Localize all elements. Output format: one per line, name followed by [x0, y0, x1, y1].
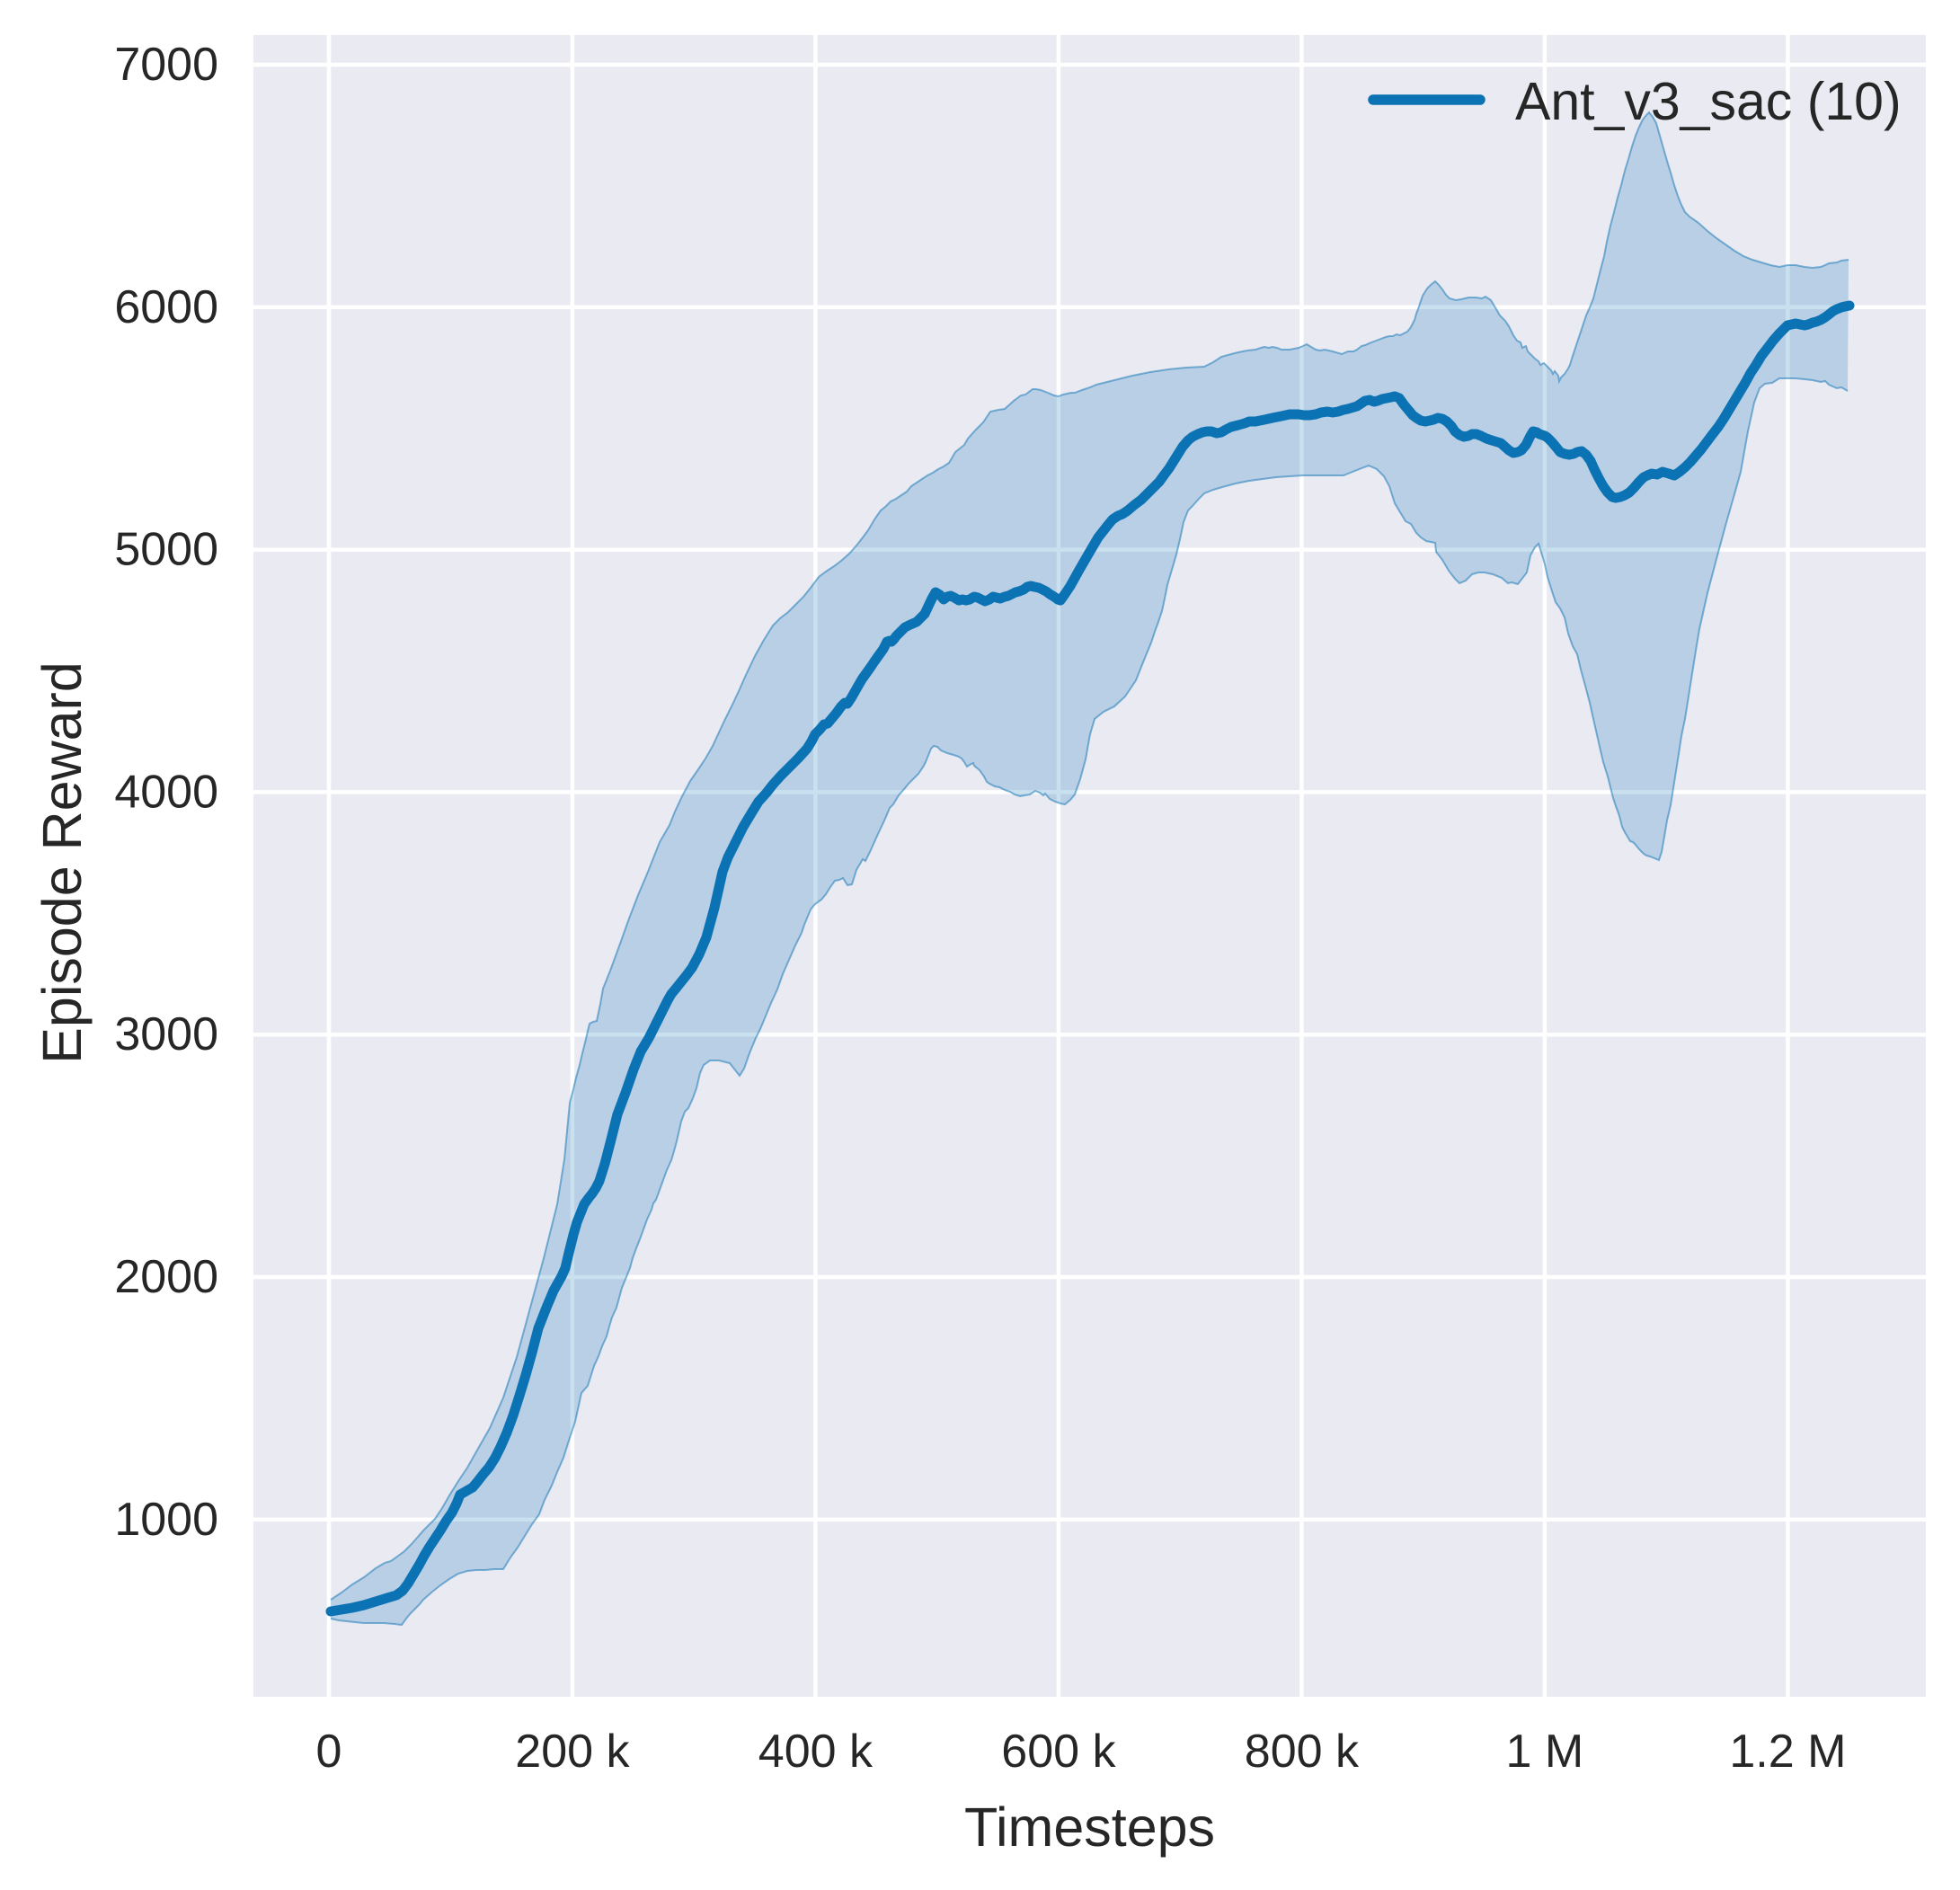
- svg-text:6000: 6000: [114, 281, 218, 333]
- svg-text:7000: 7000: [114, 39, 218, 91]
- svg-text:800 k: 800 k: [1245, 1726, 1360, 1778]
- svg-text:600 k: 600 k: [1001, 1726, 1116, 1778]
- svg-text:1000: 1000: [114, 1494, 218, 1546]
- svg-text:2000: 2000: [114, 1251, 218, 1303]
- svg-text:4000: 4000: [114, 766, 218, 818]
- svg-text:1.2 M: 1.2 M: [1729, 1726, 1846, 1778]
- svg-text:Episode Reward: Episode Reward: [31, 661, 93, 1064]
- svg-text:200 k: 200 k: [515, 1726, 630, 1778]
- svg-text:Ant_v3_sac (10): Ant_v3_sac (10): [1515, 72, 1902, 131]
- svg-text:Timesteps: Timesteps: [964, 1797, 1215, 1858]
- svg-text:400 k: 400 k: [758, 1726, 874, 1778]
- svg-text:5000: 5000: [114, 524, 218, 576]
- svg-text:1 M: 1 M: [1506, 1726, 1584, 1778]
- svg-text:0: 0: [316, 1726, 342, 1778]
- svg-text:3000: 3000: [114, 1008, 218, 1060]
